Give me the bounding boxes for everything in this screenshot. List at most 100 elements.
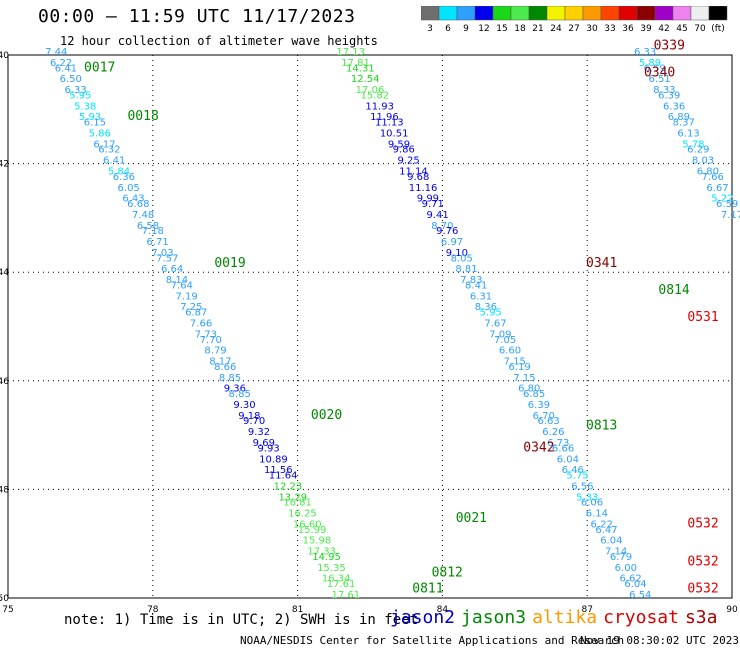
wave-height-value: 6.80 xyxy=(518,384,540,395)
wave-height-value: 17.61 xyxy=(332,590,361,601)
wave-height-value: 9.18 xyxy=(238,411,260,422)
y-tick-label: -46 xyxy=(0,377,9,387)
wave-height-value: 6.59 xyxy=(716,199,738,210)
wave-height-value: 6.22 xyxy=(50,58,72,69)
y-tick-label: -40 xyxy=(0,51,9,61)
wave-height-value: 9.36 xyxy=(224,384,246,395)
colorbar-tick-label: 70 xyxy=(694,24,706,32)
wave-height-value: 7.48 xyxy=(132,210,154,221)
wave-height-value: 7.83 xyxy=(460,275,482,286)
wave-height-value: 6.54 xyxy=(629,590,651,601)
wave-height-value: 15.35 xyxy=(317,563,346,574)
wave-height-value: 8.85 xyxy=(219,373,241,384)
wave-height-value: 6.22 xyxy=(591,519,613,530)
colorbar-tick-label: 24 xyxy=(550,24,562,32)
wave-height-value: 8.41 xyxy=(465,280,487,291)
wave-height-value: 6.62 xyxy=(620,574,642,585)
wave-height-value: 6.73 xyxy=(547,438,569,449)
x-tick-label: 90 xyxy=(726,605,738,615)
satellite-legend-jason2: jason2 xyxy=(390,607,456,628)
wave-height-value: 8.05 xyxy=(451,253,473,264)
wave-height-value: 10.51 xyxy=(380,128,409,139)
pass-time-label: 0017 xyxy=(84,60,115,75)
satellite-legend-jason3: jason3 xyxy=(461,607,527,628)
wave-height-value: 7.67 xyxy=(484,319,506,330)
timestamp-text: Nov 19 08:30:02 UTC 2023 xyxy=(580,634,739,647)
pass-time-label: 0020 xyxy=(311,408,342,423)
wave-height-value: 17.81 xyxy=(341,58,370,69)
wave-height-value: 6.00 xyxy=(615,563,637,574)
x-tick-label: 78 xyxy=(147,605,159,615)
wave-height-value: 15.98 xyxy=(303,536,332,547)
wave-height-value: 7.17 xyxy=(721,210,740,221)
pass-time-label: 0340 xyxy=(644,66,675,81)
wave-height-value: 6.05 xyxy=(118,183,140,194)
wave-height-value: 6.60 xyxy=(499,346,521,357)
pass-time-label: 0813 xyxy=(586,419,617,434)
wave-height-value: 14.95 xyxy=(312,552,341,563)
pass-time-label: 0018 xyxy=(127,109,158,124)
colorbar-tick-label: 39 xyxy=(640,24,652,32)
pass-time-label: 0532 xyxy=(687,516,718,531)
wave-height-value: 6.58 xyxy=(137,221,159,232)
wave-height-value: 7.57 xyxy=(156,253,178,264)
wave-height-value: 6.26 xyxy=(542,427,564,438)
wave-height-value: 5.33 xyxy=(576,492,598,503)
wave-height-value: 6.33 xyxy=(64,85,86,96)
wave-height-value: 7.44 xyxy=(45,47,67,58)
wave-height-value: 7.73 xyxy=(195,329,217,340)
wave-height-value: 9.10 xyxy=(446,248,468,259)
pass-time-label: 0342 xyxy=(523,440,554,455)
colorbar-tick-label: 45 xyxy=(676,24,687,32)
wave-height-value: 11.56 xyxy=(264,465,293,476)
satellite-legend-altika: altika xyxy=(532,607,598,628)
wave-height-value: 11.96 xyxy=(370,112,399,123)
wave-height-value: 5.84 xyxy=(108,166,130,177)
wave-height-value: 6.41 xyxy=(55,63,77,74)
wave-height-value: 6.50 xyxy=(60,74,82,85)
wave-height-value: 7.05 xyxy=(494,335,516,346)
colorbar-tick-label: (ft) xyxy=(711,24,725,32)
plot-frame xyxy=(7,54,733,599)
wave-height-value: 6.39 xyxy=(528,400,550,411)
pass-time-label: 0341 xyxy=(586,256,617,271)
pass-time-label: 0019 xyxy=(214,256,245,271)
wave-height-value: 11.16 xyxy=(409,183,438,194)
wave-height-value: 6.36 xyxy=(113,172,135,183)
wave-height-value: 9.30 xyxy=(233,400,255,411)
wave-height-value: 7.25 xyxy=(180,302,202,313)
wave-height-value: 5.38 xyxy=(74,101,96,112)
wave-height-value: 16.60 xyxy=(293,519,322,530)
wave-height-value: 8.14 xyxy=(166,275,188,286)
wave-height-value: 6.70 xyxy=(533,411,555,422)
colorbar-tick-label: 15 xyxy=(496,24,507,32)
wave-height-value: 12.54 xyxy=(351,74,380,85)
colorbar-tick-label: 36 xyxy=(622,24,634,32)
wave-height-value: 6.04 xyxy=(624,579,646,590)
wave-height-value: 8.36 xyxy=(475,302,497,313)
wave-height-value: 9.32 xyxy=(248,427,270,438)
colorbar-tick-label: 18 xyxy=(514,24,526,32)
colorbar-tick-label: 30 xyxy=(586,24,598,32)
wave-height-value: 6.63 xyxy=(537,416,559,427)
wave-height-value: 16.34 xyxy=(322,574,351,585)
wave-height-value: 7.15 xyxy=(504,357,526,368)
x-tick-label: 87 xyxy=(581,605,592,615)
wave-height-value: 8.79 xyxy=(204,346,226,357)
wave-height-value: 6.68 xyxy=(127,199,149,210)
wave-height-value: 6.41 xyxy=(103,156,125,167)
wave-height-value: 6.64 xyxy=(161,264,183,275)
colorbar-tick-label: 33 xyxy=(604,24,615,32)
y-tick-label: -42 xyxy=(0,160,9,170)
wave-height-value: 7.09 xyxy=(489,329,511,340)
wave-height-value: 8.85 xyxy=(229,389,251,400)
wave-height-value: 6.80 xyxy=(697,166,719,177)
pass-time-label: 0532 xyxy=(687,582,718,597)
x-tick-label: 81 xyxy=(292,605,303,615)
wave-height-value: 9.68 xyxy=(407,172,429,183)
colorbar-tick-label: 12 xyxy=(478,24,489,32)
wave-height-value: 6.39 xyxy=(658,90,680,101)
wave-height-value: 13.29 xyxy=(278,492,307,503)
colorbar-tick-label: 21 xyxy=(532,24,543,32)
